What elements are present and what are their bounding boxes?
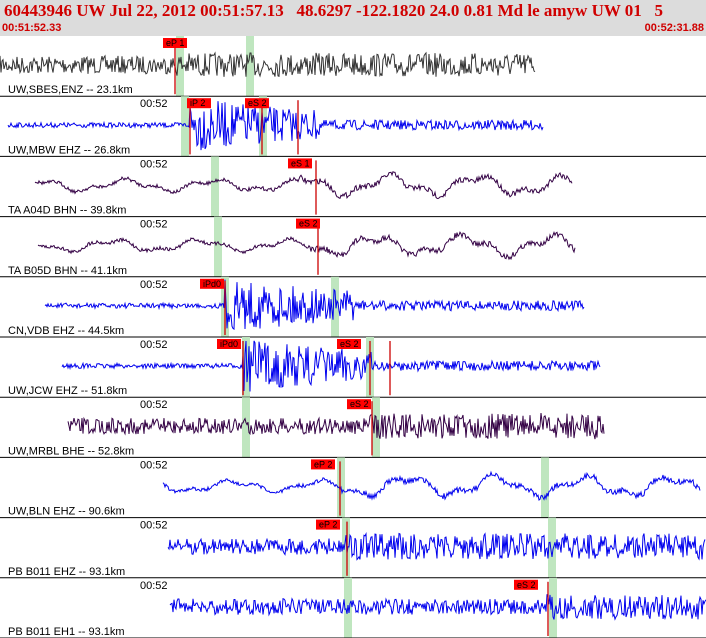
station-label: PB B011 EHZ -- 93.1km <box>8 566 125 578</box>
trace-row[interactable]: eS 2 00:52 PB B011 EH1 -- 93.1km <box>0 577 706 638</box>
phase-pick[interactable]: eS 2 <box>296 218 320 229</box>
waveform <box>44 279 585 331</box>
station-label: CN,VDB EHZ -- 44.5km <box>8 325 124 337</box>
station-label: UW,JCW EHZ -- 51.8km <box>8 385 127 397</box>
trace-row[interactable]: eP 2 00:52 UW,BLN EHZ -- 90.6km <box>0 457 706 519</box>
predicted-phase-band <box>372 397 380 458</box>
station-label: TA B05D BHN -- 41.1km <box>8 265 127 277</box>
predicted-phase-band <box>242 397 250 458</box>
phase-pick-label: iPd0 <box>203 279 221 289</box>
predicted-phase-band <box>242 337 250 398</box>
phase-pick-box[interactable] <box>200 278 224 289</box>
phase-pick-label: eP 2 <box>314 459 332 469</box>
waveform <box>34 170 573 200</box>
phase-pick[interactable]: eP 2 <box>311 459 335 470</box>
phase-pick-label: eP 2 <box>319 520 337 530</box>
phase-pick[interactable]: eS 2 <box>514 579 538 590</box>
predicted-phase-band <box>211 156 219 217</box>
waveform <box>167 532 706 561</box>
predicted-phase-band <box>246 36 254 97</box>
station-label: PB B011 EH1 -- 93.1km <box>8 626 125 638</box>
phase-pick-box[interactable] <box>337 339 361 349</box>
station-label: UW,BLN EHZ -- 90.6km <box>8 506 125 518</box>
trace-row[interactable]: eS 1 00:52 TA A04D BHN -- 39.8km <box>0 156 706 218</box>
phase-pick-box[interactable] <box>316 519 340 530</box>
phase-pick-box[interactable] <box>288 158 312 169</box>
trace-row[interactable]: eP 2 00:52 PB B011 EHZ -- 93.1km <box>0 517 706 579</box>
phase-pick-box[interactable] <box>311 459 335 470</box>
phase-pick-box[interactable] <box>163 38 187 48</box>
waveform <box>162 470 701 501</box>
phase-pick-box[interactable] <box>296 218 320 229</box>
phase-pick[interactable]: iPd0 <box>217 339 241 349</box>
phase-pick-box[interactable] <box>347 399 371 410</box>
phase-pick-box[interactable] <box>514 579 538 590</box>
predicted-phase-band <box>176 36 184 97</box>
predicted-phase-band <box>541 457 549 518</box>
trace-time-label: 00:52 <box>140 279 168 291</box>
predicted-phase-band <box>214 216 222 277</box>
phase-pick-label: eS 2 <box>350 399 369 409</box>
phase-pick-label: eP 1 <box>166 38 184 48</box>
phase-pick-label: eS 2 <box>248 98 267 108</box>
event-header: 60443946 UW Jul 22, 2012 00:51:57.13 48.… <box>0 0 706 36</box>
phase-pick[interactable]: eS 1 <box>288 158 312 169</box>
phase-pick[interactable]: eP 1 <box>163 38 187 48</box>
phase-pick[interactable]: eS 2 <box>347 399 371 410</box>
end-time-label: 00:52:31.88 <box>644 22 704 34</box>
seismogram-panel[interactable]: eP 1 UW,SBES,ENZ -- 23.1km iP 2 eS 2 00:52 UW… <box>0 36 706 638</box>
phase-pick-label: eS 1 <box>291 158 310 168</box>
predicted-phase-band <box>331 276 339 337</box>
waveform <box>37 231 576 261</box>
phase-pick-box[interactable] <box>217 339 241 349</box>
waveform <box>61 340 601 392</box>
trace-time-label: 00:52 <box>140 158 168 170</box>
predicted-phase-band <box>342 517 350 578</box>
event-title: 60443946 UW Jul 22, 2012 00:51:57.13 48.… <box>4 1 664 20</box>
phase-pick[interactable]: iP 2 <box>187 98 211 109</box>
trace-time-label: 00:52 <box>140 98 168 110</box>
station-label: TA A04D BHN -- 39.8km <box>8 205 126 217</box>
station-label: UW,SBES,ENZ -- 23.1km <box>8 84 133 96</box>
phase-pick-box[interactable] <box>187 98 211 109</box>
trace-row[interactable]: eS 2 00:52 UW,MRBL BHE -- 52.8km <box>0 397 706 458</box>
trace-row[interactable]: eP 1 UW,SBES,ENZ -- 23.1km <box>0 36 706 97</box>
trace-time-label: 00:52 <box>140 399 168 411</box>
trace-row[interactable]: iPd0 eS 2 00:52 UW,JCW EHZ -- 51.8km <box>0 337 706 398</box>
phase-pick-label: eS 2 <box>517 580 536 590</box>
predicted-phase-band <box>181 96 189 157</box>
trace-time-label: 00:52 <box>140 520 168 532</box>
trace-row[interactable]: eS 2 00:52 TA B05D BHN -- 41.1km <box>0 216 706 278</box>
phase-pick[interactable]: iPd0 <box>200 278 224 289</box>
waveform <box>0 51 536 78</box>
predicted-phase-band <box>548 517 556 578</box>
phase-pick[interactable]: eS 2 <box>337 339 361 349</box>
station-label: UW,MBW EHZ -- 26.8km <box>8 144 130 156</box>
trace-time-label: 00:52 <box>140 219 168 231</box>
phase-pick-box[interactable] <box>245 98 269 109</box>
trace-time-label: 00:52 <box>140 459 168 471</box>
trace-row[interactable]: iPd0 00:52 CN,VDB EHZ -- 44.5km <box>0 276 706 338</box>
start-time-label: 00:51:52.33 <box>2 22 62 34</box>
phase-pick-label: eS 2 <box>340 339 359 349</box>
trace-row[interactable]: iP 2 eS 2 00:52 UW,MBW EHZ -- 26.8km <box>0 96 706 157</box>
phase-pick-label: eS 2 <box>299 219 318 229</box>
phase-pick[interactable]: eP 2 <box>316 519 340 530</box>
phase-pick-label: iP 2 <box>190 98 205 108</box>
waveform <box>169 594 706 621</box>
phase-pick-label: iPd0 <box>220 339 238 349</box>
trace-time-label: 00:52 <box>140 339 168 351</box>
station-label: UW,MRBL BHE -- 52.8km <box>8 445 134 457</box>
phase-pick[interactable]: eS 2 <box>245 98 269 109</box>
trace-time-label: 00:52 <box>140 580 168 592</box>
waveform <box>7 101 544 151</box>
waveform <box>67 413 605 440</box>
